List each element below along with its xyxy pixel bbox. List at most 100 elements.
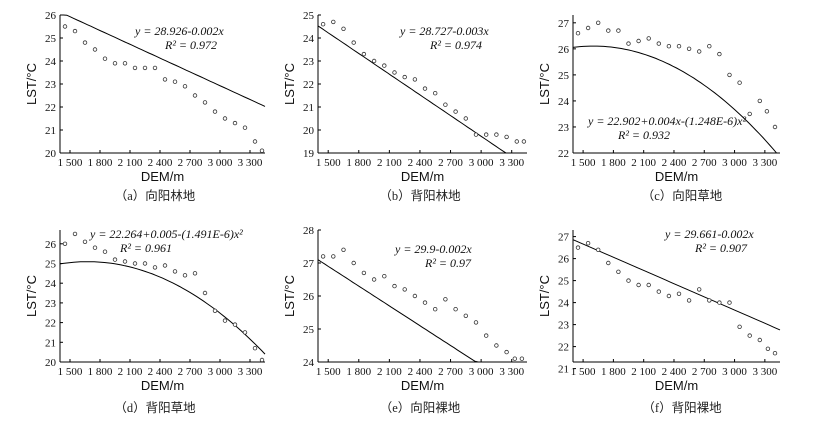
- y-tick-label: 24: [45, 278, 57, 290]
- data-point: [656, 41, 661, 46]
- y-tick-label: 26: [303, 291, 315, 303]
- data-point: [519, 356, 525, 361]
- y-axis-label: LST/°C: [537, 275, 552, 317]
- data-point: [757, 337, 762, 343]
- fit-equation: y = 22.264+0.005-(1.491E-6)x²: [89, 227, 243, 241]
- x-tick-label: 2 400: [148, 366, 173, 378]
- data-point: [132, 261, 138, 266]
- data-point: [697, 287, 702, 292]
- data-point: [596, 247, 601, 252]
- data-point: [433, 307, 438, 312]
- data-point: [494, 343, 499, 348]
- data-point: [212, 308, 218, 313]
- data-point: [92, 245, 98, 250]
- y-axis-label: LST/°C: [24, 275, 39, 317]
- data-point: [473, 320, 479, 325]
- data-point: [585, 25, 591, 31]
- data-point: [392, 70, 397, 75]
- data-point: [717, 300, 722, 305]
- x-tick-label: 3 300: [238, 157, 263, 169]
- data-point: [351, 260, 356, 266]
- data-point: [102, 56, 108, 61]
- data-point: [666, 44, 672, 49]
- data-point: [676, 44, 682, 49]
- y-tick-label: 26: [558, 254, 570, 266]
- data-point: [202, 290, 208, 296]
- data-point: [484, 132, 489, 137]
- data-point: [443, 297, 448, 302]
- y-tick-label: 22: [45, 318, 56, 330]
- x-tick-label: 2 400: [662, 366, 687, 378]
- panel-1: 20 21 22 23 24 25 26 1 500 1 800 2 100 2 400 2 700 3…: [24, 10, 266, 203]
- y-tick-label: 19: [303, 148, 315, 160]
- data-point: [463, 116, 468, 121]
- data-point: [616, 28, 621, 33]
- x-axis-label: DEM/m: [655, 378, 698, 393]
- data-point: [92, 47, 98, 52]
- x-tick-label: 1 800: [346, 157, 371, 169]
- data-point: [626, 278, 631, 283]
- y-tick-label: 27: [558, 18, 570, 30]
- data-point: [341, 26, 346, 31]
- y-tick-label: 24: [558, 298, 570, 310]
- data-point: [737, 324, 742, 329]
- y-tick-label: 25: [45, 33, 57, 45]
- y-axis-label: LST/°C: [537, 63, 552, 105]
- panel-2: 19 20 21 22 23 24 25 1 500 1 800 2 100 2 400 2 700 3…: [282, 10, 527, 203]
- r-squared: R² = 0.974: [429, 38, 482, 52]
- data-point: [392, 283, 397, 289]
- data-point: [182, 84, 188, 89]
- data-point: [412, 77, 418, 82]
- data-point: [162, 263, 168, 268]
- x-tick-label: 2 700: [178, 157, 203, 169]
- x-axis-label: DEM/m: [401, 169, 444, 184]
- x-tick-label: 2 400: [408, 157, 433, 169]
- data-point: [422, 86, 428, 91]
- data-point: [320, 254, 326, 259]
- x-tick-label: 3 000: [469, 366, 494, 378]
- data-point: [707, 44, 712, 49]
- data-point: [585, 240, 591, 246]
- data-point: [707, 298, 712, 303]
- data-point: [514, 139, 519, 144]
- panel-4: 20 21 22 23 24 25 26 1 500 1 800 2 100 2 400 2 700 3…: [24, 227, 266, 415]
- x-tick-label: 3 000: [722, 157, 747, 169]
- y-tick-label: 26: [45, 239, 57, 251]
- data-point: [382, 63, 387, 68]
- r-squared: R² = 0.97: [424, 256, 472, 270]
- data-point: [575, 31, 581, 36]
- panel-5: 24 25 26 27 28 1 500 1 800 2 100 2 400 2 700 3 000…: [282, 225, 527, 415]
- y-tick-label: 25: [303, 324, 315, 336]
- data-point: [242, 125, 248, 130]
- data-point: [646, 282, 651, 288]
- x-tick-label: 3 300: [499, 366, 524, 378]
- data-point: [494, 132, 499, 137]
- x-tick-label: 2 400: [408, 366, 433, 378]
- trend-line: [59, 261, 266, 355]
- x-axis-label: DEM/m: [141, 169, 184, 184]
- data-point: [453, 307, 458, 312]
- y-tick-label: 27: [558, 232, 570, 244]
- data-point: [351, 40, 356, 45]
- data-point: [182, 273, 188, 278]
- data-point: [232, 322, 238, 327]
- panel-caption: （b）背阳林地: [379, 189, 461, 203]
- data-point: [152, 265, 158, 270]
- data-point: [361, 51, 367, 57]
- data-point: [636, 38, 641, 44]
- y-tick-label: 23: [558, 122, 570, 134]
- data-point: [772, 351, 778, 356]
- data-point: [331, 19, 336, 25]
- r-squared: R² = 0.961: [119, 241, 172, 255]
- data-point: [697, 49, 702, 54]
- data-point: [764, 109, 770, 114]
- data-point: [122, 61, 128, 66]
- panel-caption: （f）背阳裸地: [642, 400, 722, 415]
- y-tick-label: 20: [45, 357, 57, 369]
- data-point: [122, 259, 128, 264]
- data-point: [646, 36, 651, 41]
- data-point: [606, 260, 611, 266]
- r-squared: R² = 0.932: [617, 128, 670, 142]
- data-point: [422, 300, 428, 305]
